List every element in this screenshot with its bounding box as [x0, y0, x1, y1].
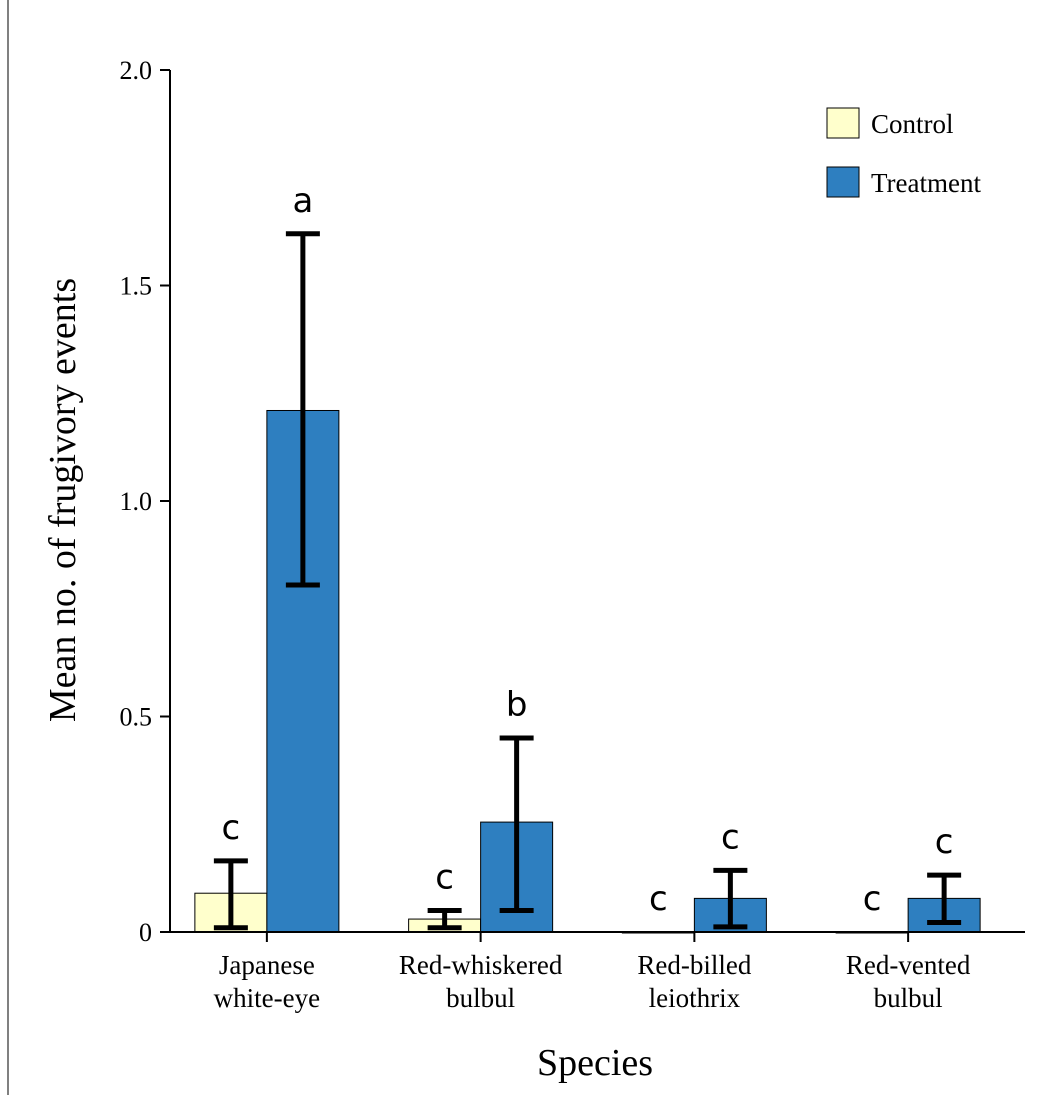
x-tick-label-line: bulbul — [446, 983, 515, 1013]
x-tick-label: Red-billed leiothrix — [637, 950, 751, 1013]
x-tick-label-line: bulbul — [874, 983, 943, 1013]
significance-letter: a — [292, 181, 313, 221]
x-tick-label-line: Japanese — [219, 950, 315, 980]
x-axis-label: Species — [537, 1042, 653, 1084]
y-tick-label: 1.0 — [120, 487, 153, 516]
y-tick-label: 2.0 — [120, 56, 153, 85]
x-tick-label: Red-vented bulbul — [846, 950, 971, 1013]
x-tick-label-line: leiothrix — [649, 983, 741, 1013]
legend: Control Treatment — [826, 107, 981, 198]
significance-letter: c — [222, 808, 241, 848]
x-tick-label-line: Red-billed — [637, 950, 751, 980]
significance-letter: c — [863, 879, 882, 919]
legend-label-treatment: Treatment — [871, 168, 981, 198]
y-tick-label: 0.5 — [120, 703, 153, 732]
significance-letter: c — [435, 857, 454, 897]
significance-letter: c — [935, 822, 954, 862]
y-tick-label: 0 — [139, 918, 152, 947]
x-tick-label-line: Red-vented — [846, 950, 971, 980]
significance-letter: c — [649, 879, 668, 919]
legend-swatch-treatment — [826, 166, 860, 198]
x-tick-label: Japanese white-eye — [214, 950, 320, 1013]
x-tick-label-line: Red-whiskered — [399, 950, 563, 980]
legend-label-control: Control — [871, 109, 954, 139]
significance-letter: b — [506, 685, 528, 725]
y-tick-label: 1.5 — [120, 272, 153, 301]
y-axis-label: Mean no. of frugivory events — [42, 278, 84, 722]
x-tick-label: Red-whiskered bulbul — [399, 950, 563, 1013]
significance-letter: c — [721, 817, 740, 857]
legend-swatch-control — [826, 107, 860, 139]
x-tick-label-line: white-eye — [214, 983, 320, 1013]
